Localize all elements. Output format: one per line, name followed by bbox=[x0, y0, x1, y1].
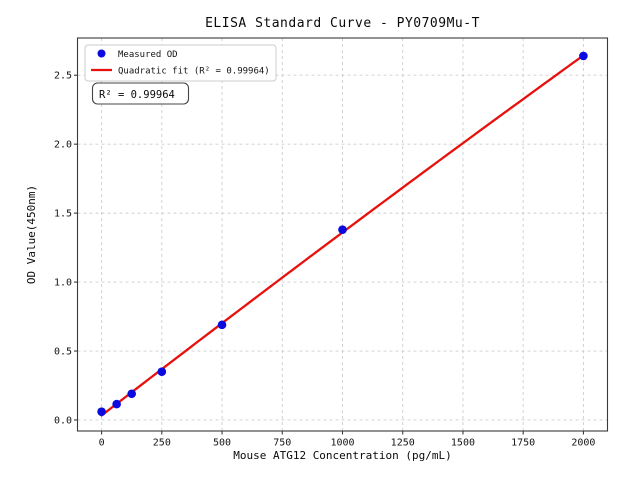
y-tick-label: 1.0 bbox=[54, 278, 72, 289]
chart-title: ELISA Standard Curve - PY0709Mu-T bbox=[205, 16, 480, 31]
y-tick-label: 2.0 bbox=[54, 140, 72, 151]
r-squared-annotation: R² = 0.99964 bbox=[91, 82, 190, 105]
x-tick-label: 1500 bbox=[451, 438, 475, 449]
data-point bbox=[338, 225, 347, 234]
data-point bbox=[157, 367, 167, 377]
r-squared-annotation-text: R² = 0.99964 bbox=[99, 89, 175, 101]
gridlines bbox=[77, 38, 608, 431]
r-squared-annotation-box bbox=[91, 82, 190, 105]
y-axis-label: OD Value(450nm) bbox=[25, 185, 38, 284]
x-tick-label: 1750 bbox=[511, 438, 535, 449]
x-axis-label: Mouse ATG12 Concentration (pg/mL) bbox=[233, 449, 452, 462]
legend-box bbox=[84, 44, 277, 82]
x-tick-label: 750 bbox=[273, 438, 291, 449]
x-tick-label: 0 bbox=[99, 438, 105, 449]
data-point bbox=[127, 389, 137, 399]
y-tick-label: 0.0 bbox=[54, 415, 72, 426]
x-tick-label: 250 bbox=[153, 438, 171, 449]
legend-label-measured-od: Measured OD bbox=[118, 50, 178, 60]
x-tick-label: 1250 bbox=[391, 438, 415, 449]
y-tick-label: 0.5 bbox=[54, 347, 72, 358]
axis-ticks bbox=[74, 74, 584, 435]
data-point bbox=[97, 407, 106, 416]
legend: Measured OD Quadratic fit (R² = 0.99964) bbox=[84, 44, 277, 82]
data-point bbox=[217, 320, 227, 330]
legend-marker-measured-od bbox=[97, 49, 106, 58]
data-point bbox=[579, 51, 588, 61]
data-point bbox=[112, 399, 121, 409]
y-tick-label: 2.5 bbox=[54, 71, 72, 82]
quadratic-fit-line bbox=[100, 54, 585, 417]
y-tick-label: 1.5 bbox=[54, 209, 72, 220]
axis-tick-labels: 0 250 500 750 1000 1250 1500 1750 2000 0.0 0.5 1.0 1… bbox=[54, 71, 596, 449]
measured-od-points bbox=[97, 51, 588, 416]
x-tick-label: 2000 bbox=[571, 438, 595, 449]
x-tick-label: 1000 bbox=[330, 438, 354, 449]
legend-label-quadratic-fit: Quadratic fit (R² = 0.99964) bbox=[118, 67, 270, 77]
x-tick-label: 500 bbox=[213, 438, 231, 449]
